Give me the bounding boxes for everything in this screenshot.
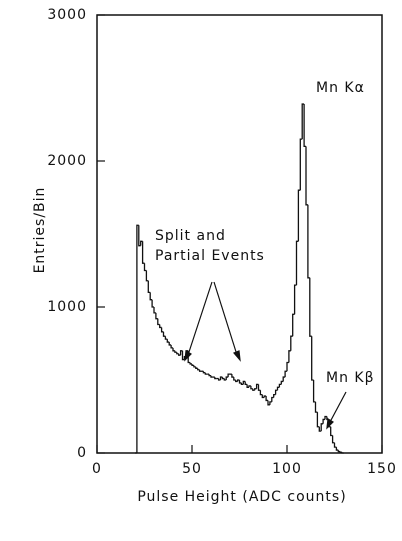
histogram-bin [305,146,308,206]
histogram-bin [162,331,166,337]
histogram-bin [271,396,274,402]
histogram-bin [189,362,192,365]
histogram-bin [195,366,198,369]
y-tick-label: 1000 [47,299,87,315]
y-tick-label: 3000 [47,7,87,23]
histogram-bin [172,347,175,352]
histogram-bin [331,435,335,444]
histogram-bin [143,263,147,272]
histogram-bin [254,388,257,391]
histogram-bin [221,377,225,380]
histogram-bin [333,442,337,448]
histogram-bin [168,342,172,346]
histogram-bin [136,224,139,453]
histogram-bin [197,368,200,371]
histogram-bin [193,365,196,368]
arrows [184,281,347,430]
histogram-bin [151,299,154,308]
histogram-bin [202,371,206,374]
histogram-bin [330,426,333,437]
histogram-bin [278,383,282,388]
histogram-bin [155,312,158,320]
histogram-bin [339,451,343,453]
histogram-bin [290,335,293,351]
histogram-bin [227,373,230,378]
y-tick-label: 0 [77,445,87,461]
histogram-bin [141,241,145,264]
histogram-bin [145,270,149,282]
histogram-bin [299,138,303,191]
histogram-bin [214,377,217,380]
annotation: Mn Kα [316,80,365,96]
x-tick-label: 150 [367,461,397,477]
histogram-bin [295,240,299,286]
plot-frame [96,14,383,454]
histogram-bin [312,380,316,403]
histogram-bin [208,374,211,377]
histogram-bin [159,324,162,329]
histogram-bin [250,385,253,390]
histogram-bin [297,189,301,242]
histogram-bin [204,372,208,375]
histogram-bin [274,389,278,395]
histogram-bin [326,416,329,421]
histogram-bin [174,350,177,353]
histogram-bin [269,401,272,405]
histogram-bin [191,363,194,367]
histogram-bin [307,204,310,279]
histogram-bin [198,369,202,372]
histogram-bin [164,336,168,340]
histogram-bin [335,447,339,451]
histogram-bin [153,307,156,314]
histogram-bin [233,377,236,381]
histogram-bin [286,361,289,372]
y-axis-label: Entries/Bin [32,187,48,274]
annotation: Mn Kβ [326,370,375,386]
histogram-bin [166,339,170,343]
histogram-bin [231,374,234,378]
histogram-bin [157,318,160,326]
histogram-bin [288,350,291,363]
histogram-bin [273,393,276,398]
histogram-bin [284,370,287,378]
histogram-bin [309,277,312,337]
histogram-bin [282,376,286,382]
histogram-bin [210,375,213,378]
histogram-bin [314,401,318,413]
histogram-bin [320,423,324,432]
histogram-bin [265,396,268,402]
histogram-bin [303,104,306,148]
histogram-bin [322,418,325,424]
histogram-bin [257,384,261,391]
histogram-bin [311,336,314,381]
histogram-bin [337,450,341,453]
histogram-bin [147,280,151,294]
histogram-bin [244,381,248,386]
histogram-bin [280,380,284,385]
histogram-bin [341,452,344,454]
histogram-bin [292,313,295,337]
histogram-bin [293,284,297,315]
histogram-bin [238,380,242,384]
x-tick-label: 100 [272,461,302,477]
y-tick-label: 2000 [47,153,87,169]
histogram-bin [276,386,280,391]
x-tick-label: 50 [182,461,202,477]
histogram-bin [170,344,173,349]
x-tick-label: 0 [92,461,102,477]
histogram-bin [160,327,164,333]
x-axis-label: Pulse Height (ADC counts) [137,489,346,505]
annotation: Partial Events [155,248,265,264]
histogram-bin [176,352,179,355]
histogram-bin [149,292,153,301]
histogram-bin [316,412,320,428]
histogram-bin [259,390,263,396]
annotation: Split and [155,228,226,244]
histogram-bin [225,376,229,380]
